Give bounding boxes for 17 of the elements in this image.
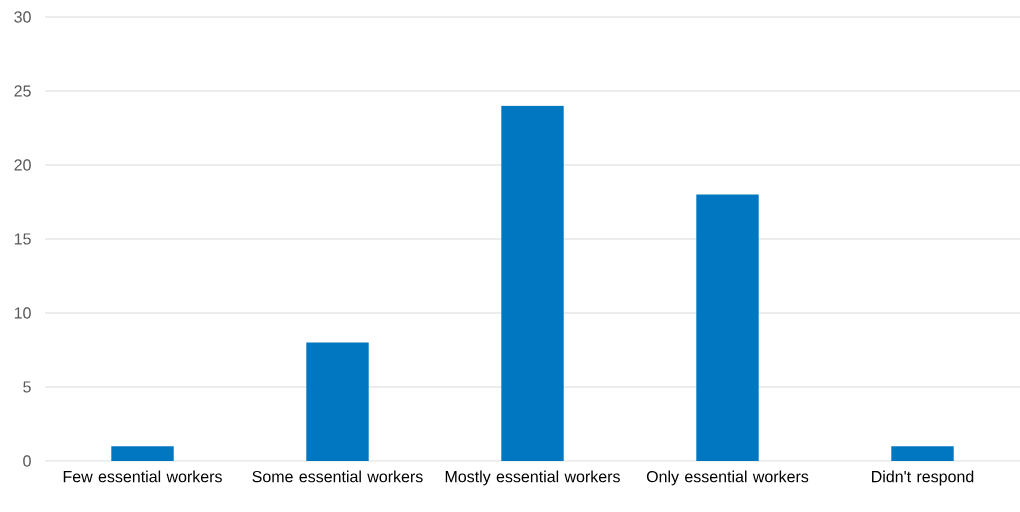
x-tick-label: Didn't respond — [872, 470, 974, 486]
bar — [306, 342, 369, 461]
x-tick-label: Some essential workers — [252, 470, 423, 483]
y-tick-label: 25 — [14, 85, 31, 97]
bar — [111, 446, 174, 461]
y-tick-label: 15 — [14, 233, 31, 245]
x-tick-label: Only essential workers — [646, 470, 809, 486]
bar — [696, 194, 759, 461]
x-tick-label: Mostly essential workers — [445, 470, 620, 486]
bar — [891, 446, 954, 461]
y-tick-label: 5 — [23, 381, 31, 393]
y-tick-label: 20 — [14, 159, 31, 171]
y-tick-label: 10 — [14, 307, 31, 319]
y-tick-label: 0 — [23, 455, 31, 467]
x-tick-label: Few essential workers — [63, 470, 222, 483]
bar — [501, 105, 564, 461]
y-tick-label: 30 — [14, 11, 31, 23]
